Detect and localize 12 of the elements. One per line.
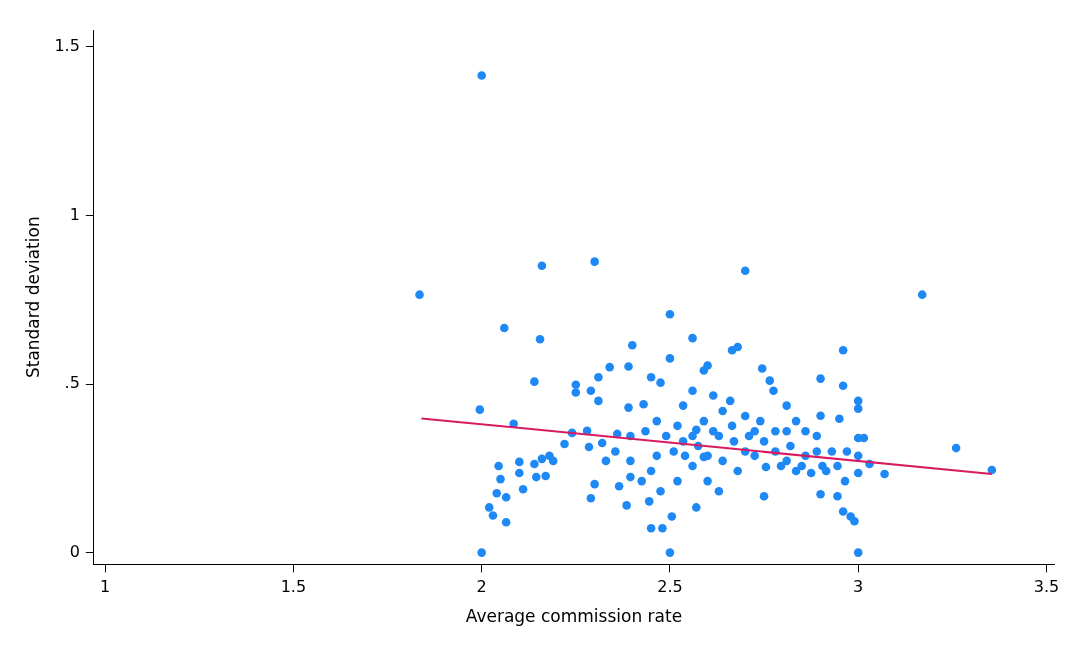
y-tick-label: 1 xyxy=(69,204,80,224)
x-tick-label: 1.5 xyxy=(280,577,307,597)
x-tick-label: 3.5 xyxy=(1033,577,1060,597)
x-axis-title: Average commission rate xyxy=(465,606,683,627)
y-tick-label: 0 xyxy=(69,541,80,561)
y-axis-title: Standard deviation xyxy=(22,216,43,379)
x-tick-label: 1 xyxy=(100,577,111,597)
y-tick-label: .5 xyxy=(64,373,80,393)
y-tick-label: 1.5 xyxy=(54,36,80,56)
x-tick-label: 2.5 xyxy=(657,577,683,597)
x-tick-label: 2 xyxy=(476,577,487,597)
x-tick-label: 3 xyxy=(853,577,864,597)
